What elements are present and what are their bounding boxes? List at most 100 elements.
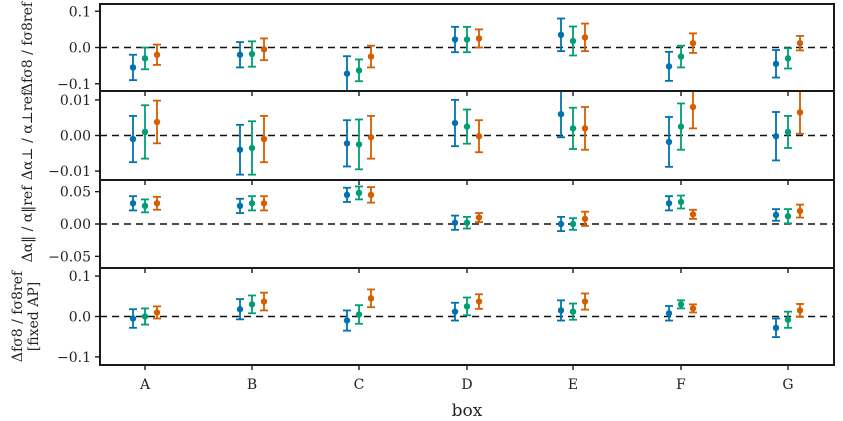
- panel-frame: [99, 267, 835, 366]
- data-point: [475, 298, 483, 305]
- data-point: [796, 207, 804, 215]
- data-point: [677, 301, 685, 308]
- y-tick-label: 0.00: [60, 217, 91, 233]
- y-tick-label: 0.00: [60, 129, 91, 145]
- data-point: [260, 200, 268, 207]
- y-axis-label-line: Δα‖ / α‖ref: [20, 184, 36, 263]
- data-point: [129, 135, 137, 143]
- data-point: [463, 36, 471, 43]
- data-point: [343, 191, 351, 199]
- data-point: [343, 317, 351, 324]
- data-point: [772, 211, 780, 219]
- data-point: [451, 219, 459, 226]
- data-point: [248, 50, 256, 58]
- data-point: [367, 191, 375, 199]
- data-point: [569, 308, 577, 315]
- data-point: [463, 303, 471, 310]
- data-point: [248, 144, 256, 152]
- data-point: [796, 307, 804, 314]
- data-point: [557, 307, 565, 314]
- data-point: [677, 53, 685, 60]
- data-point: [236, 306, 244, 313]
- y-tick-label: 0.1: [69, 4, 91, 20]
- data-point: [129, 64, 137, 71]
- data-point: [141, 313, 149, 320]
- y-tick-label: 0.01: [60, 93, 91, 109]
- data-point: [665, 200, 673, 207]
- x-tick-label: A: [139, 377, 151, 393]
- data-point: [355, 67, 363, 74]
- data-point: [141, 55, 149, 62]
- data-point: [451, 119, 459, 127]
- data-point: [569, 125, 577, 132]
- data-point: [153, 118, 161, 126]
- y-tick-label: 0.0: [69, 41, 91, 57]
- data-point: [141, 202, 149, 210]
- data-point: [343, 70, 351, 77]
- data-point: [665, 310, 673, 317]
- data-point: [475, 133, 483, 140]
- data-point: [153, 200, 161, 207]
- data-point: [677, 198, 685, 206]
- data-point: [475, 214, 483, 221]
- x-tick-label: D: [461, 377, 472, 393]
- data-point: [569, 220, 577, 228]
- data-point: [248, 301, 256, 308]
- panel-fsigma8: 0.1 0.0 −0.1 Δfσ8 / fσ8ref: [20, 0, 835, 96]
- data-group: [129, 288, 804, 339]
- data-point: [355, 311, 363, 318]
- data-group: [129, 91, 804, 176]
- panel-alpha_perp: 0.01 0.00 −0.01 Δα⊥ / α⊥ref: [20, 89, 835, 185]
- data-point: [569, 37, 577, 45]
- data-point: [153, 51, 161, 58]
- data-point: [343, 140, 351, 147]
- y-tick-label: −0.05: [48, 249, 91, 265]
- plot-area: 0.1 0.0 −0.1 Δfσ8 / fσ8ref 0.01 0.00 −0.01 Δα⊥ …: [10, 0, 835, 393]
- data-point: [665, 63, 673, 70]
- data-point: [689, 39, 697, 47]
- data-point: [581, 125, 589, 132]
- data-point: [475, 35, 483, 42]
- data-point: [772, 324, 780, 332]
- y-tick-label: −0.1: [57, 77, 91, 93]
- data-group: [129, 185, 804, 233]
- data-point: [689, 305, 697, 312]
- x-axis-label: box: [452, 401, 483, 421]
- data-point: [451, 308, 459, 315]
- data-point: [367, 134, 375, 141]
- y-tick-label: 0.05: [60, 185, 91, 201]
- data-point: [463, 219, 471, 226]
- data-point: [581, 34, 589, 41]
- data-point: [236, 146, 244, 153]
- data-point: [796, 109, 804, 116]
- y-axis-label-line: Δfσ8 / fσ8ref: [20, 0, 36, 93]
- data-point: [260, 135, 268, 143]
- data-point: [260, 298, 268, 305]
- y-tick-label: 0.0: [69, 310, 91, 326]
- data-point: [689, 211, 697, 218]
- data-point: [129, 200, 137, 207]
- data-point: [367, 295, 375, 302]
- data-point: [784, 213, 792, 220]
- y-axis-label-line: Δα⊥ / α⊥ref: [20, 89, 36, 180]
- data-point: [784, 55, 792, 62]
- data-point: [581, 298, 589, 305]
- data-point: [772, 60, 780, 68]
- data-point: [796, 39, 804, 47]
- x-tick-label: C: [354, 377, 365, 393]
- data-point: [248, 200, 256, 207]
- y-axis-label-line: Δfσ8 / fσ8ref: [10, 269, 26, 362]
- data-point: [367, 53, 375, 60]
- data-point: [355, 141, 363, 148]
- data-point: [236, 202, 244, 210]
- data-point: [260, 46, 268, 53]
- y-axis-label: Δfσ8 / fσ8ref[fixed AP]: [10, 269, 42, 362]
- data-point: [772, 133, 780, 140]
- panel-alpha_par: 0.05 0.00 −0.05 Δα‖ / α‖ref: [20, 179, 835, 273]
- data-point: [141, 128, 149, 136]
- data-point: [463, 123, 471, 130]
- data-point: [677, 123, 685, 130]
- y-axis-label: Δfσ8 / fσ8ref: [20, 0, 36, 93]
- y-tick-label: −0.01: [48, 164, 91, 180]
